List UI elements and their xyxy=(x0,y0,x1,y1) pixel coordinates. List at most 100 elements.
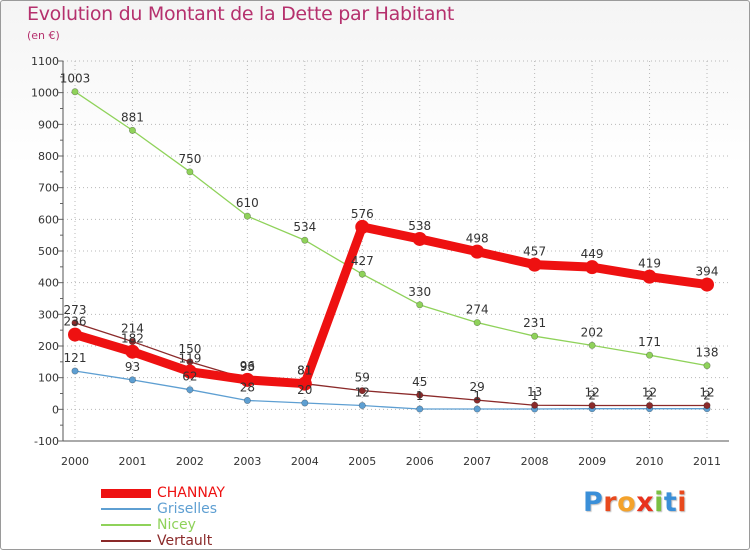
data-label: 121 xyxy=(64,351,87,365)
data-point xyxy=(182,364,197,379)
data-point xyxy=(297,376,312,391)
legend-swatch xyxy=(101,524,151,526)
data-point xyxy=(68,327,82,342)
data-point xyxy=(301,399,309,407)
data-point xyxy=(71,319,79,327)
legend-label: Griselles xyxy=(157,501,218,517)
data-point xyxy=(588,402,596,410)
x-tick-label: 2008 xyxy=(521,455,549,468)
data-label: 93 xyxy=(125,360,140,374)
data-label: 29 xyxy=(470,380,485,394)
y-tick-label: 800 xyxy=(38,150,59,163)
x-tick-label: 2003 xyxy=(233,455,261,468)
data-point xyxy=(240,372,255,387)
grid xyxy=(63,60,729,442)
data-label: 881 xyxy=(121,110,144,124)
data-point xyxy=(186,386,194,394)
data-point xyxy=(128,376,136,384)
y-tick-label: 0 xyxy=(52,403,59,416)
data-label: 59 xyxy=(355,371,370,385)
data-point xyxy=(473,405,481,413)
legend-label: Nicey xyxy=(157,517,196,533)
data-label: 12 xyxy=(584,386,599,400)
y-tick-label: 700 xyxy=(38,182,59,195)
legend-item-griselles: Griselles xyxy=(101,501,301,517)
legend-item-vertault: Vertault xyxy=(101,533,301,549)
data-label: 20 xyxy=(297,383,312,397)
chart-subtitle: (en €) xyxy=(27,29,60,42)
data-point xyxy=(416,391,424,399)
data-label: 1 xyxy=(416,389,424,403)
data-label: 538 xyxy=(408,219,431,233)
data-label: 81 xyxy=(297,364,312,378)
legend-label: Vertault xyxy=(157,533,213,549)
data-point xyxy=(473,319,481,327)
data-label: 1 xyxy=(473,389,481,403)
data-label: 138 xyxy=(696,346,719,360)
data-label: 2 xyxy=(588,389,596,403)
x-tick-label: 2002 xyxy=(176,455,204,468)
data-point xyxy=(412,231,427,246)
data-point xyxy=(301,236,309,244)
data-label: 750 xyxy=(178,152,201,166)
data-point xyxy=(71,88,79,96)
data-label: 12 xyxy=(699,386,714,400)
data-point xyxy=(585,260,600,275)
x-tick-label: 2010 xyxy=(636,455,664,468)
data-point xyxy=(186,168,194,176)
legend-swatch xyxy=(101,540,151,542)
data-label: 231 xyxy=(523,316,546,330)
legend-label: CHANNAY xyxy=(157,485,225,501)
data-label: 330 xyxy=(408,285,431,299)
legend: CHANNAY Griselles Nicey Vertault xyxy=(101,485,301,549)
data-label: 2 xyxy=(703,389,711,403)
data-label: 1 xyxy=(531,389,539,403)
data-label: 419 xyxy=(638,257,661,271)
data-label: 449 xyxy=(581,247,604,261)
data-label: 12 xyxy=(642,386,657,400)
series-line xyxy=(74,322,708,407)
x-tick-label: 2001 xyxy=(118,455,146,468)
x-tick-label: 2004 xyxy=(291,455,319,468)
y-tick-label: 400 xyxy=(38,277,59,290)
chart-title: Evolution du Montant de la Dette par Hab… xyxy=(27,3,455,25)
data-label: 62 xyxy=(182,370,197,384)
x-tick-label: 2007 xyxy=(463,455,491,468)
legend-swatch xyxy=(101,508,151,510)
data-point xyxy=(416,301,424,309)
x-tick-label: 2009 xyxy=(578,455,606,468)
y-tick-label: 1100 xyxy=(31,55,59,68)
x-tick-label: 2000 xyxy=(61,455,89,468)
data-label: 1003 xyxy=(60,72,91,86)
data-point xyxy=(646,351,654,359)
data-label: 236 xyxy=(64,315,87,329)
y-tick-label: 200 xyxy=(38,340,59,353)
data-label: 2 xyxy=(646,389,654,403)
data-label: 274 xyxy=(466,303,489,317)
data-point xyxy=(470,244,485,259)
x-tick-label: 2006 xyxy=(406,455,434,468)
data-point xyxy=(646,402,654,410)
data-label: 171 xyxy=(638,335,661,349)
data-point xyxy=(588,341,596,349)
y-tick-label: 300 xyxy=(38,308,59,321)
data-point xyxy=(358,402,366,410)
data-label: 427 xyxy=(351,254,374,268)
data-point xyxy=(703,402,711,410)
data-label: 81 xyxy=(297,364,312,378)
data-label: 202 xyxy=(581,325,604,339)
data-point xyxy=(355,219,370,234)
y-tick-label: 1000 xyxy=(31,87,59,100)
y-tick-label: 900 xyxy=(38,118,59,131)
series-channay xyxy=(68,219,714,391)
series-group xyxy=(68,88,714,413)
data-point xyxy=(531,401,539,409)
data-point xyxy=(416,405,424,413)
data-point xyxy=(125,344,140,359)
y-tick-label: 500 xyxy=(38,245,59,258)
y-tick-label: 600 xyxy=(38,213,59,226)
legend-item-nicey: Nicey xyxy=(101,517,301,533)
